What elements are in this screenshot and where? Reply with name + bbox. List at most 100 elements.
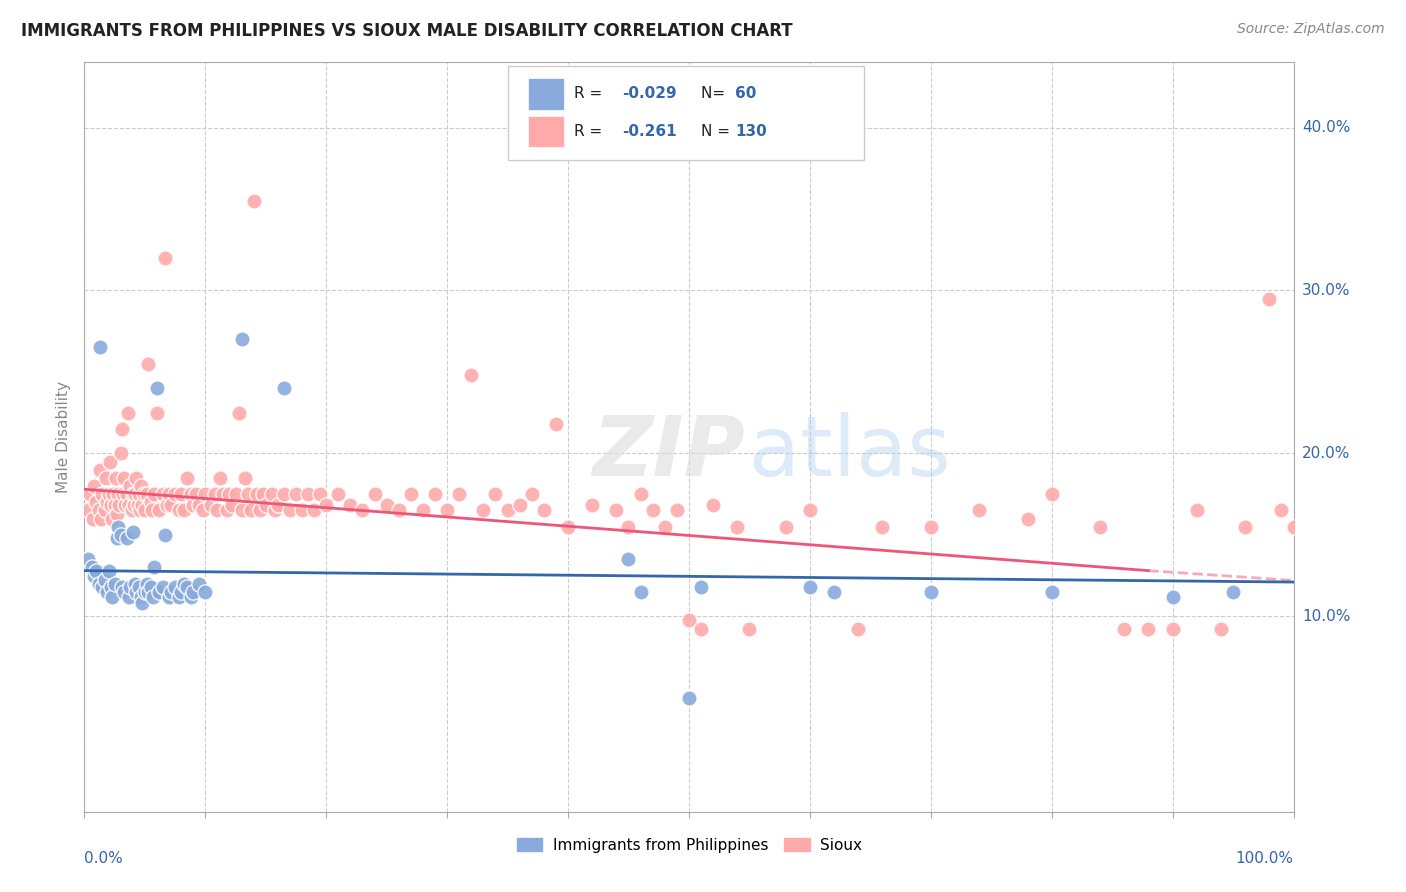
Point — [233, 471, 256, 485]
Text: 30.0%: 30.0% — [1302, 283, 1350, 298]
Point — [678, 613, 700, 627]
Point — [152, 487, 174, 501]
Point — [160, 584, 183, 599]
Point — [242, 194, 264, 208]
Text: 20.0%: 20.0% — [1302, 446, 1350, 461]
Point — [139, 495, 162, 509]
Point — [83, 479, 105, 493]
Point — [83, 568, 105, 582]
Point — [96, 495, 118, 509]
Point — [79, 487, 101, 501]
Point — [77, 503, 100, 517]
Point — [112, 471, 135, 485]
Point — [115, 487, 138, 501]
Point — [114, 499, 136, 513]
Point — [215, 503, 238, 517]
Point — [176, 580, 198, 594]
Point — [148, 584, 170, 599]
Point — [231, 332, 253, 346]
Text: N=: N= — [702, 87, 730, 102]
Point — [200, 499, 222, 513]
Text: -0.261: -0.261 — [623, 124, 678, 139]
Point — [94, 471, 117, 485]
Point — [472, 503, 495, 517]
Point — [544, 417, 567, 431]
Bar — [529, 116, 564, 147]
Point — [1137, 622, 1160, 636]
Point — [188, 576, 211, 591]
Point — [91, 580, 114, 594]
Point — [118, 590, 141, 604]
Text: ZIP: ZIP — [592, 411, 745, 492]
Point — [146, 406, 169, 420]
Point — [110, 446, 132, 460]
Text: IMMIGRANTS FROM PHILIPPINES VS SIOUX MALE DISABILITY CORRELATION CHART: IMMIGRANTS FROM PHILIPPINES VS SIOUX MAL… — [21, 22, 793, 40]
Point — [775, 519, 797, 533]
Point — [155, 251, 177, 265]
Y-axis label: Male Disability: Male Disability — [56, 381, 72, 493]
Point — [630, 584, 652, 599]
Point — [191, 503, 214, 517]
Point — [246, 487, 269, 501]
Point — [302, 503, 325, 517]
Point — [412, 503, 434, 517]
Point — [1258, 292, 1281, 306]
Point — [252, 487, 274, 501]
Point — [155, 499, 177, 513]
Point — [1209, 622, 1232, 636]
Point — [100, 499, 122, 513]
Point — [617, 552, 640, 566]
Point — [254, 499, 277, 513]
Point — [120, 479, 142, 493]
Point — [509, 499, 531, 513]
Point — [143, 560, 166, 574]
Point — [1040, 584, 1063, 599]
Point — [112, 584, 135, 599]
Point — [436, 503, 458, 517]
Point — [339, 499, 361, 513]
Point — [112, 487, 135, 501]
Point — [605, 503, 627, 517]
Point — [1234, 519, 1257, 533]
Point — [103, 487, 125, 501]
Point — [654, 519, 676, 533]
Point — [94, 574, 117, 588]
Point — [77, 552, 100, 566]
Point — [173, 576, 195, 591]
Point — [352, 503, 374, 517]
Point — [581, 499, 603, 513]
Point — [194, 487, 217, 501]
Bar — [529, 78, 564, 110]
Point — [375, 499, 398, 513]
Point — [94, 503, 117, 517]
Point — [107, 519, 129, 533]
Point — [225, 487, 247, 501]
Point — [920, 519, 942, 533]
Point — [108, 499, 131, 513]
Point — [1185, 503, 1208, 517]
Point — [82, 511, 104, 525]
Point — [160, 499, 183, 513]
Point — [87, 503, 110, 517]
Point — [1282, 519, 1305, 533]
Point — [143, 487, 166, 501]
Point — [157, 590, 180, 604]
Point — [89, 341, 111, 355]
Point — [249, 503, 271, 517]
Point — [165, 580, 187, 594]
Point — [449, 487, 471, 501]
Point — [107, 487, 129, 501]
Point — [212, 487, 235, 501]
Point — [236, 487, 259, 501]
Point — [264, 503, 287, 517]
Point — [80, 560, 103, 574]
Point — [641, 503, 664, 517]
Point — [101, 511, 124, 525]
Text: N =: N = — [702, 124, 735, 139]
Point — [799, 580, 821, 594]
Text: atlas: atlas — [749, 411, 950, 492]
Point — [920, 584, 942, 599]
Text: R =: R = — [574, 87, 607, 102]
Point — [101, 590, 124, 604]
Point — [702, 499, 724, 513]
